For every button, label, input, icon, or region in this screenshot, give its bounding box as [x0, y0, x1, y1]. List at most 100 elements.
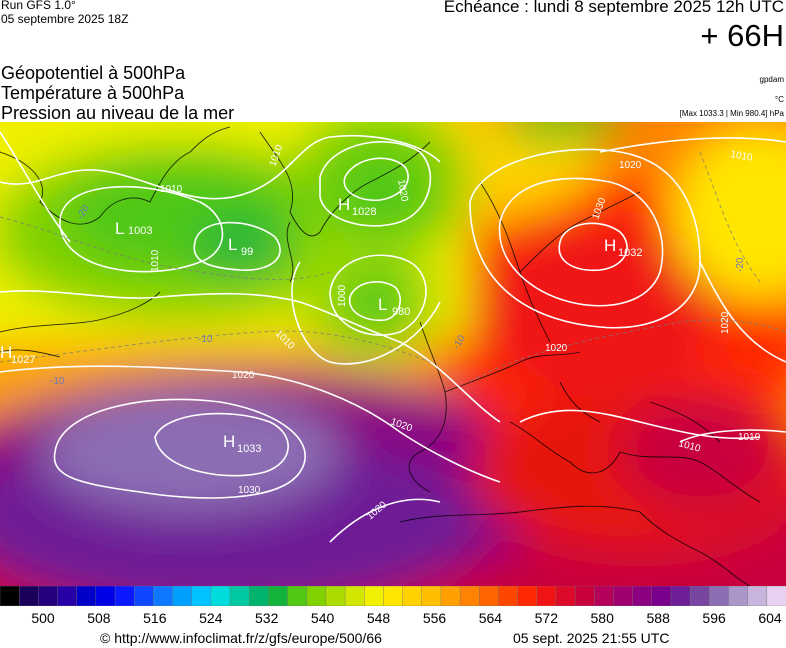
scale-swatch [421, 586, 442, 606]
unit-pressure-range: [Max 1033.3 | Min 980.4] hPa [679, 109, 784, 118]
pressure-center-letter: L [115, 219, 124, 238]
isobar-label: 1020 [619, 160, 642, 171]
isotherms [0, 151, 786, 383]
scale-tick-label: 524 [199, 610, 223, 626]
source-url: © http://www.infoclimat.fr/z/gfs/europe/… [100, 630, 382, 646]
scale-swatch [210, 586, 231, 606]
isobar-label: 1020 [232, 370, 255, 381]
isobar-label: 1020 [545, 343, 568, 354]
scale-swatch [18, 586, 39, 606]
scale-swatch [153, 586, 174, 606]
scale-swatch [536, 586, 557, 606]
pressure-center-letter: H [604, 236, 616, 255]
scale-tick-label: 596 [702, 610, 726, 626]
scale-swatch [594, 586, 614, 606]
isobar-label: 1010 [729, 149, 753, 164]
color-scale [0, 586, 786, 606]
scale-swatch [344, 586, 365, 606]
scale-swatch [574, 586, 595, 606]
pressure-center-value: 980 [392, 306, 410, 318]
variable-geopotential: Géopotentiel à 500hPa [1, 63, 186, 83]
scale-swatch [133, 586, 154, 606]
isobar-label: 1000 [337, 284, 348, 307]
variable-temperature: Température à 500hPa [1, 83, 185, 103]
scale-swatch [57, 586, 78, 606]
temperature-label: -10 [198, 334, 213, 345]
pressure-center-letter: L [378, 295, 387, 314]
isobar-label: 1010 [738, 432, 761, 443]
scale-swatch [689, 586, 710, 606]
scale-tick-label: 580 [590, 610, 614, 626]
isobar-label: 1010 [150, 249, 161, 272]
isobar-label: 1010 [160, 184, 183, 195]
scale-swatch [728, 586, 749, 606]
scale-tick-label: 540 [310, 610, 335, 626]
scale-swatch [325, 586, 346, 606]
pressure-centers: L 1003 L 99 H 1028 L 980 H 1032 H 1027 H… [0, 195, 642, 455]
scale-swatch [440, 586, 461, 606]
pressure-center-letter: H [338, 195, 350, 214]
scale-tick-label: 532 [255, 610, 279, 626]
scale-swatch [747, 586, 768, 606]
pressure-center-letter: L [228, 235, 237, 254]
scale-swatch [555, 586, 576, 606]
temperature-label: -20 [735, 257, 746, 272]
scale-swatch [766, 586, 786, 606]
pressure-center-value: 99 [241, 246, 253, 258]
pressure-center-value: 1027 [11, 354, 35, 366]
scale-swatch [670, 586, 691, 606]
pressure-center-value: 1033 [237, 443, 261, 455]
geopotential-field [0, 122, 786, 586]
coastlines [0, 126, 761, 586]
scale-swatch [249, 586, 269, 606]
lead-time: + 66H [700, 18, 784, 53]
pressure-center-value: 1003 [128, 225, 152, 237]
scale-tick-label: 500 [31, 610, 55, 626]
scale-swatch [651, 586, 672, 606]
scale-tick-label: 588 [646, 610, 670, 626]
scale-swatch [709, 586, 729, 606]
unit-geopotential: gpdam [759, 75, 784, 84]
pressure-center-value: 1032 [618, 247, 642, 259]
pressure-center-value: 1028 [352, 206, 376, 218]
unit-temperature: °C [775, 95, 784, 104]
scale-swatch [479, 586, 499, 606]
scale-swatch [191, 586, 212, 606]
scale-swatch [268, 586, 289, 606]
scale-tick-label: 564 [478, 610, 503, 626]
isobar-label: 1020 [720, 311, 731, 334]
variable-pressure: Pression au niveau de la mer [1, 103, 235, 123]
scale-tick-label: 516 [143, 610, 167, 626]
scale-swatch [383, 586, 404, 606]
scale-tick-label: 508 [87, 610, 111, 626]
run-date: 05 septembre 2025 18Z [1, 12, 129, 26]
weather-map: L 1003 L 99 H 1028 L 980 H 1032 H 1027 H… [0, 122, 786, 586]
scale-swatch [306, 586, 327, 606]
scale-tick-label: 556 [422, 610, 447, 626]
isobar-label: 1030 [238, 485, 261, 496]
temperature-label: -10 [50, 376, 65, 387]
scale-swatch [517, 586, 538, 606]
scale-swatch [172, 586, 193, 606]
scale-tick-label: 548 [366, 610, 391, 626]
generated-time: 05 sept. 2025 21:55 UTC [513, 630, 670, 646]
scale-swatch [632, 586, 653, 606]
scale-swatch [114, 586, 135, 606]
scale-swatch [364, 586, 384, 606]
scale-swatch [76, 586, 97, 606]
scale-swatch [229, 586, 250, 606]
valid-time: Echéance : lundi 8 septembre 2025 12h UT… [443, 0, 784, 16]
run-label: Run GFS 1.0° [1, 0, 76, 12]
scale-swatch [95, 586, 116, 606]
scale-swatch [613, 586, 634, 606]
scale-swatch [459, 586, 480, 606]
scale-tick-label: 604 [758, 610, 782, 626]
isobar-label: 1020 [395, 179, 410, 203]
isobars [0, 131, 786, 543]
scale-swatch [0, 586, 20, 606]
pressure-center-letter: H [0, 343, 12, 362]
pressure-center-letter: H [223, 432, 235, 451]
scale-tick-label: 572 [534, 610, 558, 626]
scale-swatch [498, 586, 519, 606]
scale-swatch [402, 586, 423, 606]
